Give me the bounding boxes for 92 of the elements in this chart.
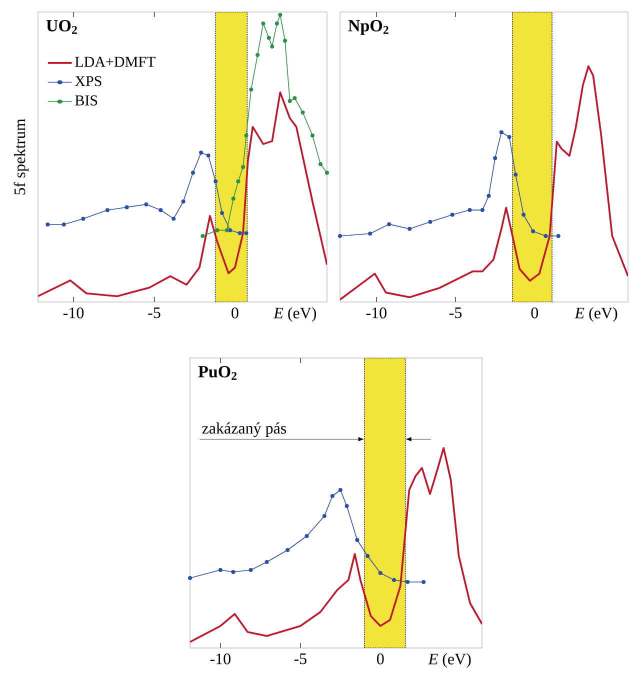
point [355,538,360,542]
point [278,12,282,17]
point [248,568,253,572]
point [322,514,326,518]
point [228,228,232,232]
point [199,150,204,155]
point [236,179,240,184]
point [286,548,290,552]
x-axis-title: E (eV) [428,653,471,668]
point [249,88,254,92]
point [283,38,288,43]
band-label: zakázaný pás [202,422,286,437]
point [256,53,260,58]
x-tick-label: 0 [531,308,538,318]
y-axis-title: 5f spektrum [14,118,28,195]
point [105,208,110,212]
point [392,578,396,582]
point [507,134,512,139]
point [238,231,242,236]
point [231,196,236,201]
point [493,156,498,160]
point [224,228,229,232]
point [450,212,454,217]
legend-label: XPS [75,76,102,86]
point [406,580,410,584]
x-tick-label: -10 [366,308,386,318]
x-tick-label: -10 [210,654,230,664]
point [486,194,491,198]
point [144,202,148,206]
legend-label: BIS [75,95,98,106]
point [190,170,195,175]
point [531,229,536,234]
point [499,130,504,134]
legend-label: LDA+DMFT [75,56,156,67]
point [220,210,224,215]
point [181,200,186,204]
chart-title: PuO$_{2}$ [198,366,237,380]
point [304,534,309,538]
chart-title: UO$_{2}$ [46,20,77,34]
point [338,234,342,238]
point [46,222,50,226]
point [408,226,412,231]
point [480,208,484,212]
x-tick-label: -5 [148,308,160,318]
point [330,494,334,498]
point [244,231,248,236]
point [366,554,370,558]
point [261,21,266,26]
point [378,570,382,575]
point [124,205,129,210]
point [514,172,518,177]
x-tick-label: 0 [232,308,238,318]
point [158,208,163,212]
point [266,36,271,40]
point [244,133,248,138]
point [206,154,210,158]
point [200,234,205,238]
point [172,216,176,221]
point [270,44,274,48]
point [241,165,246,170]
point [62,222,66,226]
point [522,212,526,217]
point [318,162,323,166]
point [325,170,329,175]
point [214,179,218,184]
chart-title: NpO$_{2}$ [348,20,388,35]
point [556,234,560,238]
point [310,133,314,138]
point [274,21,279,26]
point [218,568,222,572]
point [368,232,372,236]
point [188,576,192,580]
point [338,488,342,492]
point [81,216,86,221]
point [288,99,292,103]
x-tick-label: -5 [294,654,306,664]
x-tick-label: -5 [449,308,462,318]
x-axis-title: E (eV) [273,307,316,322]
point [387,222,392,226]
point [428,220,432,224]
point [422,580,426,584]
point [264,560,269,564]
x-tick-label: 0 [377,654,384,664]
point [344,504,349,508]
x-tick-label: -10 [63,308,84,318]
point [468,208,472,212]
point [292,96,297,100]
point [231,570,236,574]
point [544,234,548,238]
point [215,228,220,232]
point [300,110,305,114]
x-axis-title: E (eV) [574,307,618,322]
